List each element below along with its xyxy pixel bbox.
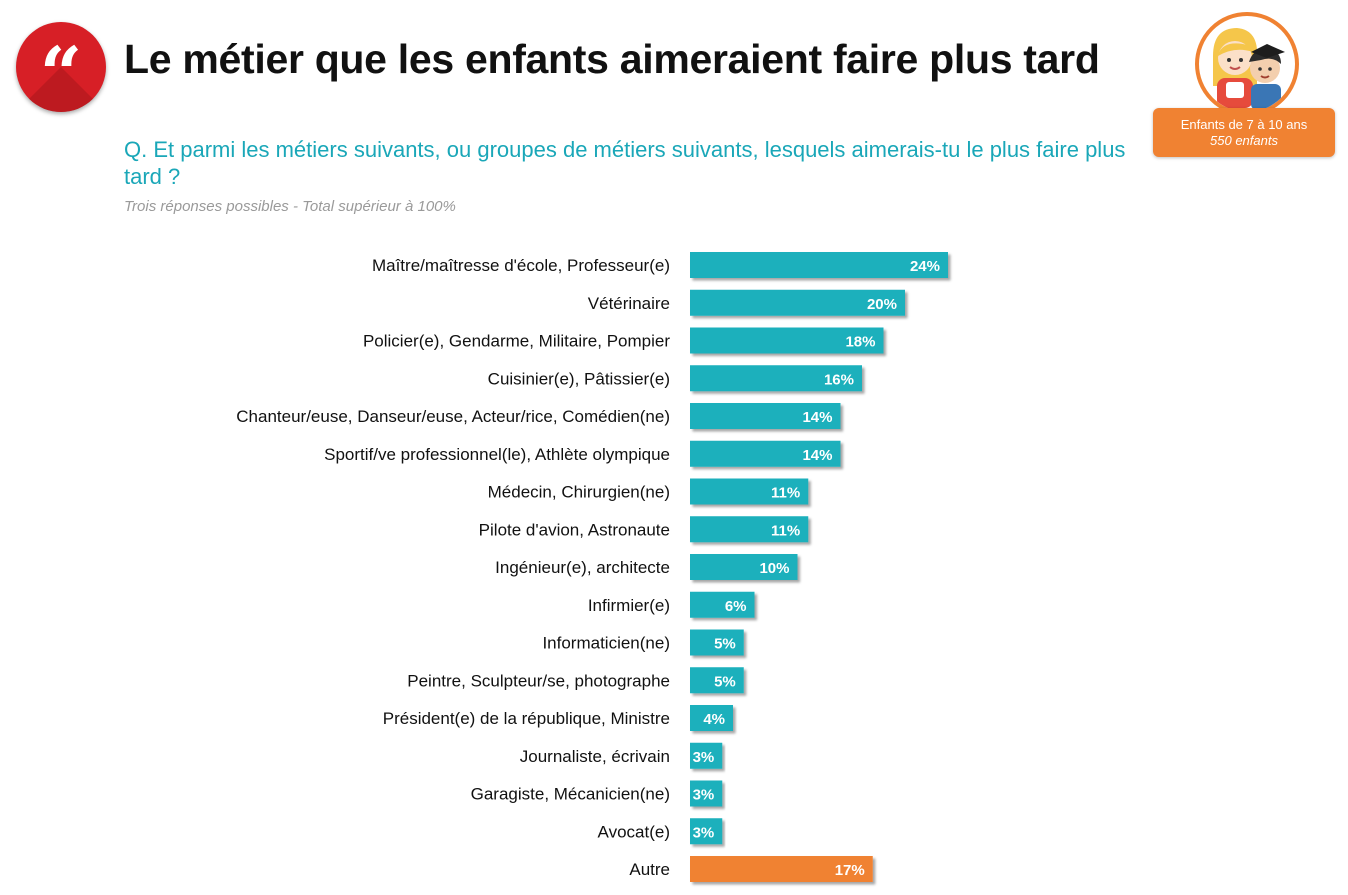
category-label: Chanteur/euse, Danseur/euse, Acteur/rice… [236,407,670,426]
bar [690,440,841,467]
category-label: Peintre, Sculpteur/se, photographe [407,671,670,690]
category-label: Ingénieur(e), architecte [495,558,670,577]
sample-size: 550 enfants [1210,133,1278,148]
value-label: 24% [910,258,940,275]
value-label: 16% [824,371,854,388]
bar [690,365,862,392]
category-label: Maître/maîtresse d'école, Professeur(e) [372,256,670,275]
value-label: 20% [867,296,897,313]
answer-note: Trois réponses possibles - Total supérie… [124,198,456,215]
value-label: 14% [802,409,832,426]
bar [690,403,841,429]
page-title: Le métier que les enfants aimeraient fai… [124,36,1100,82]
category-label: Président(e) de la république, Ministre [383,709,670,728]
value-label: 10% [759,560,789,577]
bar [690,591,755,618]
bar [690,780,723,807]
value-label: 4% [703,711,725,728]
value-label: 11% [771,522,800,539]
bar [690,289,905,316]
bar [690,252,948,278]
value-label: 3% [693,824,715,841]
question-text: Q. Et parmi les métiers suivants, ou gro… [124,137,1126,189]
value-label: 14% [802,447,832,464]
category-label: Infirmier(e) [588,596,670,615]
sample-badge: Enfants de 7 à 10 ans 550 enfants [1153,108,1335,157]
bar [690,554,798,580]
value-label: 3% [693,749,715,766]
category-label: Avocat(e) [598,822,670,841]
category-label: Vétérinaire [588,294,670,313]
category-label: Médecin, Chirurgien(ne) [488,483,670,502]
category-label: Informaticien(ne) [542,634,670,653]
bar [690,742,723,769]
category-label: Policier(e), Gendarme, Militaire, Pompie… [363,332,670,351]
value-label: 18% [845,334,875,351]
quote-icon: “ [16,22,106,112]
value-label: 11% [771,485,800,502]
category-label: Journaliste, écrivain [520,747,670,766]
bar [690,818,723,845]
category-label: Garagiste, Mécanicien(ne) [471,785,670,804]
value-label: 5% [714,636,736,653]
value-label: 5% [714,673,736,690]
children-avatar-icon [1195,12,1299,116]
value-label: 17% [835,862,865,879]
value-label: 3% [693,787,715,804]
bar [690,705,733,731]
value-label: 6% [725,598,747,615]
bar [690,667,744,694]
category-label: Pilote d'avion, Astronaute [479,520,670,539]
category-label: Sportif/ve professionnel(le), Athlète ol… [324,445,670,464]
sample-age: Enfants de 7 à 10 ans [1180,117,1308,132]
bar [690,629,744,656]
bar [690,856,873,882]
bar [690,516,809,543]
category-label: Autre [629,860,670,879]
bar [690,327,884,354]
bar-chart: Maître/maîtresse d'école, Professeur(e) 2… [236,252,948,882]
category-label: Cuisinier(e), Pâtissier(e) [488,369,670,388]
bar [690,478,809,505]
